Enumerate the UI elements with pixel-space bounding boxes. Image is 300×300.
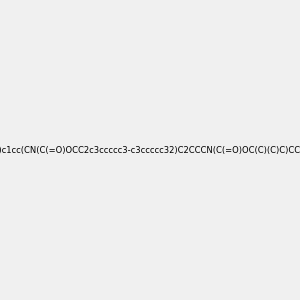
Text: O=C(O)c1cc(CN(C(=O)OCC2c3ccccc3-c3ccccc32)C2CCCN(C(=O)OC(C)(C)C)CC2)oc1C: O=C(O)c1cc(CN(C(=O)OCC2c3ccccc3-c3ccccc3…: [0, 146, 300, 154]
